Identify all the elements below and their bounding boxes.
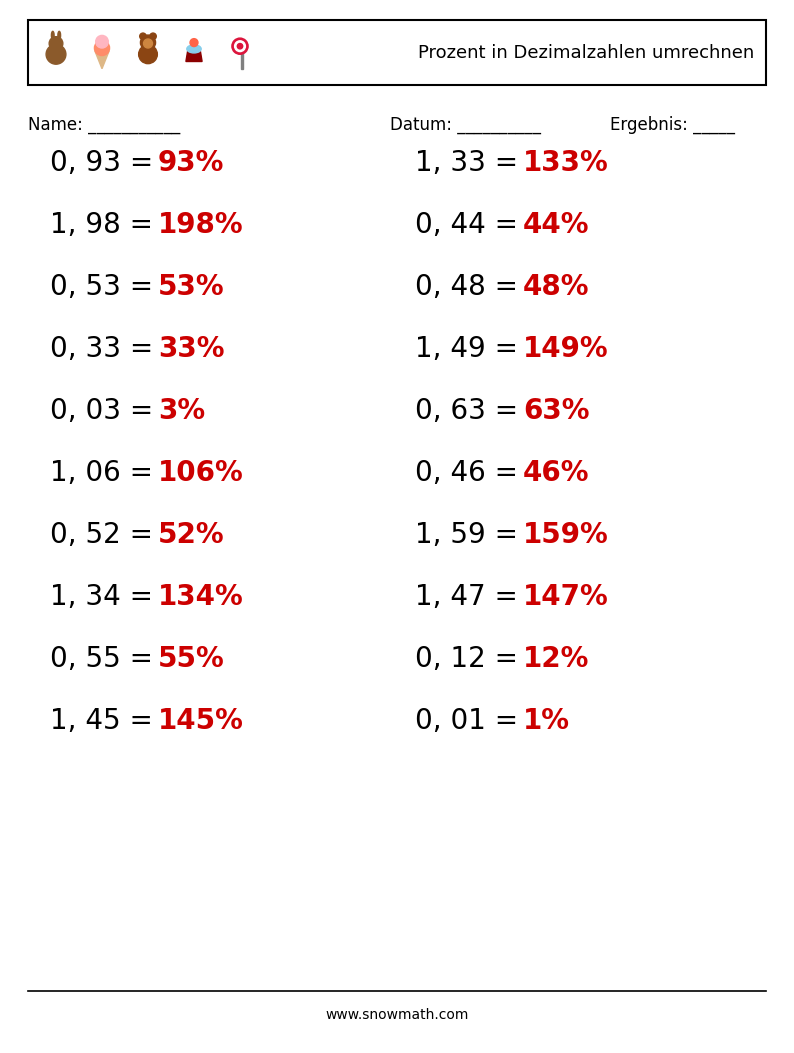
Text: 44%: 44% [523, 211, 589, 239]
Text: 55%: 55% [158, 645, 225, 673]
Text: 134%: 134% [158, 583, 244, 611]
Text: 33%: 33% [158, 335, 225, 363]
Polygon shape [94, 51, 110, 68]
Ellipse shape [58, 32, 60, 39]
Text: 0, 52 =: 0, 52 = [50, 521, 162, 549]
Text: 48%: 48% [523, 273, 589, 301]
Text: 93%: 93% [158, 150, 225, 177]
Text: 0, 12 =: 0, 12 = [415, 645, 527, 673]
Text: 0, 53 =: 0, 53 = [50, 273, 162, 301]
Circle shape [96, 36, 108, 48]
Text: 12%: 12% [523, 645, 589, 673]
Text: 1, 49 =: 1, 49 = [415, 335, 527, 363]
Text: 0, 01 =: 0, 01 = [415, 707, 527, 735]
Text: 159%: 159% [523, 521, 609, 549]
Text: 1, 59 =: 1, 59 = [415, 521, 527, 549]
Circle shape [237, 43, 243, 48]
Circle shape [139, 45, 157, 63]
Text: 1, 45 =: 1, 45 = [50, 707, 162, 735]
Text: 147%: 147% [523, 583, 609, 611]
Circle shape [141, 35, 156, 51]
Text: 0, 48 =: 0, 48 = [415, 273, 527, 301]
Text: 52%: 52% [158, 521, 225, 549]
Text: 198%: 198% [158, 211, 244, 239]
Text: 149%: 149% [523, 335, 609, 363]
Circle shape [94, 40, 110, 56]
Text: 0, 63 =: 0, 63 = [415, 397, 527, 425]
Circle shape [190, 39, 198, 46]
Text: 0, 33 =: 0, 33 = [50, 335, 162, 363]
Text: 145%: 145% [158, 707, 244, 735]
Text: Prozent in Dezimalzahlen umrechnen: Prozent in Dezimalzahlen umrechnen [418, 43, 754, 61]
Circle shape [234, 41, 245, 52]
Text: 1, 33 =: 1, 33 = [415, 150, 527, 177]
Text: www.snowmath.com: www.snowmath.com [326, 1008, 468, 1022]
Text: Datum: __________: Datum: __________ [390, 116, 541, 134]
Circle shape [232, 38, 248, 55]
Text: 0, 93 =: 0, 93 = [50, 150, 162, 177]
Ellipse shape [187, 45, 201, 53]
Text: 1, 34 =: 1, 34 = [50, 583, 162, 611]
Text: Ergebnis: _____: Ergebnis: _____ [610, 116, 735, 134]
Circle shape [140, 33, 146, 40]
Circle shape [46, 44, 66, 64]
FancyBboxPatch shape [28, 20, 766, 85]
Text: 0, 44 =: 0, 44 = [415, 211, 527, 239]
Text: 1%: 1% [523, 707, 570, 735]
Text: 53%: 53% [158, 273, 225, 301]
Text: 106%: 106% [158, 459, 244, 486]
Text: 0, 55 =: 0, 55 = [50, 645, 162, 673]
Text: 0, 46 =: 0, 46 = [415, 459, 527, 486]
Text: 133%: 133% [523, 150, 609, 177]
Polygon shape [186, 51, 202, 61]
Polygon shape [241, 51, 243, 68]
Text: 1, 06 =: 1, 06 = [50, 459, 162, 486]
Ellipse shape [52, 32, 54, 39]
Circle shape [49, 37, 63, 51]
Text: 1, 98 =: 1, 98 = [50, 211, 162, 239]
Circle shape [150, 33, 156, 40]
Text: 3%: 3% [158, 397, 205, 425]
Circle shape [144, 39, 152, 48]
Text: Name: ___________: Name: ___________ [28, 116, 180, 134]
Text: 0, 03 =: 0, 03 = [50, 397, 162, 425]
Text: 46%: 46% [523, 459, 589, 486]
Text: 63%: 63% [523, 397, 589, 425]
Text: 1, 47 =: 1, 47 = [415, 583, 526, 611]
